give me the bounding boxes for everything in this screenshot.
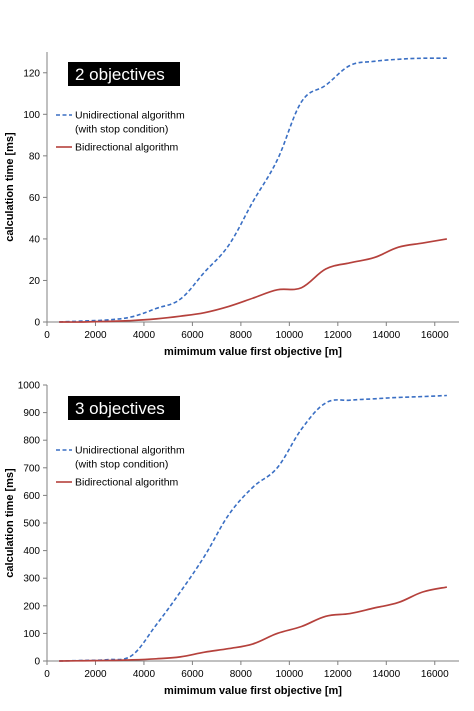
x-tick-label: 0 (44, 330, 50, 341)
x-tick-label: 6000 (181, 669, 204, 680)
x-axis-label: mimimum value first objective [m] (164, 346, 342, 358)
x-tick-label: 4000 (133, 330, 156, 341)
x-tick-label: 10000 (275, 669, 303, 680)
legend-entry: (with stop condition) (75, 124, 168, 136)
y-tick-label: 120 (23, 68, 40, 79)
x-tick-label: 16000 (421, 669, 449, 680)
x-tick-label: 8000 (230, 669, 253, 680)
x-tick-label: 16000 (421, 330, 449, 341)
x-tick-label: 12000 (324, 669, 352, 680)
legend-entry: Bidirectional algorithm (75, 477, 179, 489)
y-tick-label: 900 (23, 408, 40, 419)
y-tick-label: 400 (23, 546, 40, 557)
x-tick-label: 12000 (324, 330, 352, 341)
y-tick-label: 0 (34, 318, 40, 329)
y-tick-label: 20 (29, 276, 41, 287)
y-axis-label: calculation time [ms] (4, 468, 16, 578)
legend-entry: Unidirectional algorithm (75, 110, 185, 122)
y-tick-label: 100 (23, 110, 40, 121)
y-tick-label: 60 (29, 193, 41, 204)
x-tick-label: 8000 (230, 330, 253, 341)
series-line-bidirectional (59, 586, 448, 662)
y-tick-label: 40 (29, 234, 41, 245)
legend-entry: (with stop condition) (75, 459, 168, 471)
y-tick-label: 100 (23, 629, 40, 640)
x-axis-label: mimimum value first objective [m] (164, 685, 342, 697)
legend-entry: Bidirectional algorithm (75, 142, 179, 154)
y-axis-label: calculation time [ms] (4, 132, 16, 242)
title-badge (68, 396, 180, 420)
x-tick-label: 4000 (133, 669, 156, 680)
chart-title: 3 objectives (75, 399, 165, 418)
x-tick-label: 10000 (275, 330, 303, 341)
title-badge (68, 62, 180, 86)
x-tick-label: 0 (44, 669, 50, 680)
y-tick-label: 300 (23, 574, 40, 585)
x-tick-label: 6000 (181, 330, 204, 341)
y-tick-label: 200 (23, 601, 40, 612)
series-line-unidirectional (59, 57, 447, 323)
y-tick-label: 600 (23, 491, 40, 502)
x-tick-label: 2000 (84, 669, 107, 680)
y-tick-label: 700 (23, 463, 40, 474)
y-tick-label: 1000 (18, 381, 41, 392)
chart-title: 2 objectives (75, 65, 165, 84)
x-tick-label: 14000 (372, 330, 400, 341)
series-line-bidirectional (59, 238, 448, 323)
series-line-unidirectional (59, 394, 447, 662)
x-tick-label: 2000 (84, 330, 107, 341)
legend-entry: Unidirectional algorithm (75, 445, 185, 457)
y-tick-label: 0 (34, 657, 40, 668)
y-tick-label: 800 (23, 436, 40, 447)
y-tick-label: 500 (23, 519, 40, 530)
x-tick-label: 14000 (372, 669, 400, 680)
chart-panel-2-objectives: 0 20 40 60 80 100 120 0 2000 4000 6000 8000 10000 120… (4, 52, 459, 358)
y-tick-label: 80 (29, 151, 41, 162)
